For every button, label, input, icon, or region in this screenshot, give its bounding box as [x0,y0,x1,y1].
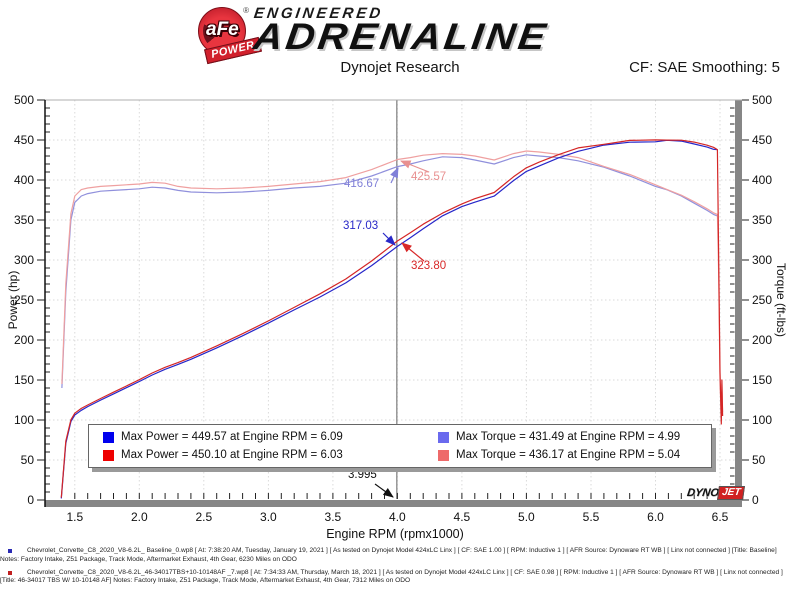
afe-logo-text: aFe [206,19,239,40]
svg-text:350: 350 [14,213,34,227]
svg-text:5.0: 5.0 [518,510,535,524]
svg-text:5.5: 5.5 [583,510,600,524]
legend-column-torque: Max Torque = 431.49 at Engine RPM = 4.99… [428,425,711,467]
svg-text:400: 400 [752,173,772,187]
svg-text:3.0: 3.0 [260,510,277,524]
svg-text:4.0: 4.0 [389,510,406,524]
axis-tick-labels: 1.5 2.0 2.5 3.0 3.5 4.0 4.5 5.0 5.5 6.0 6.5 0 0 50 50 1… [14,93,772,524]
svg-text:200: 200 [14,333,34,347]
legend-item: Max Power = 449.57 at Engine RPM = 6.09 [103,431,428,443]
cursor-rpm-label: 3.995 [348,469,377,481]
svg-text:1.5: 1.5 [66,510,83,524]
svg-text:450: 450 [752,133,772,147]
svg-text:500: 500 [752,93,772,107]
legend-item: Max Torque = 436.17 at Engine RPM = 5.04 [438,449,711,461]
legend-swatch-torque-afe [438,449,449,461]
svg-text:2.5: 2.5 [195,510,212,524]
svg-text:300: 300 [14,253,34,267]
svg-text:300: 300 [752,253,772,267]
callout-torque-baseline: 416.67 [344,178,380,190]
axis-ticks [37,99,749,501]
svg-text:350: 350 [752,213,772,227]
dynojet-logo-dyno: DYNO [686,486,720,499]
brand-wordmark: ENGINEERED ADRENALINE [251,5,551,57]
legend-text: Max Torque = 436.17 at Engine RPM = 5.04 [456,449,681,461]
svg-text:4.5: 4.5 [454,510,471,524]
y-axis-title-torque: Torque (ft-lbs) [774,262,788,338]
svg-text:50: 50 [21,453,35,467]
legend-box: Max Power = 449.57 at Engine RPM = 6.09 … [88,424,712,468]
svg-text:0: 0 [752,493,759,507]
callout-power-baseline: 317.03 [343,220,379,232]
svg-text:250: 250 [14,293,34,307]
svg-text:3.5: 3.5 [325,510,342,524]
footnote-baseline-run: Chevrolet_Corvette_C8_2020_V8-6.2L_ Base… [0,547,795,565]
svg-text:450: 450 [14,133,34,147]
footnote-text: Chevrolet_Corvette_C8_2020_V8-6.2L_46-34… [0,568,783,585]
callout-power-afe: 323.80 [411,260,447,272]
callout-arrow [374,483,394,498]
bullet-icon [8,570,12,575]
chart-title: Dynojet Research [340,59,460,76]
svg-text:6.0: 6.0 [647,510,664,524]
callout-arrow [400,160,430,173]
callout-arrows [374,160,430,498]
dynojet-logo-jet: JET [716,486,746,500]
curve-power-baseline [60,139,718,499]
legend-column-power: Max Power = 449.57 at Engine RPM = 6.09 … [89,425,428,467]
svg-text:150: 150 [752,373,772,387]
bullet-icon [8,549,12,553]
svg-text:100: 100 [14,413,34,427]
legend-item: Max Torque = 431.49 at Engine RPM = 4.99 [438,431,711,443]
svg-text:6.5: 6.5 [712,510,729,524]
smoothing-setting: CF: SAE Smoothing: 5 [629,59,780,76]
callout-arrow [401,242,425,262]
legend-text: Max Power = 449.57 at Engine RPM = 6.09 [121,431,343,443]
svg-text:2.0: 2.0 [131,510,148,524]
svg-text:500: 500 [14,93,34,107]
curve-power-afe [60,139,724,498]
curve-torque-afe [61,150,724,421]
legend-swatch-power-baseline [103,431,114,443]
dynojet-logo: DYNO JET [686,486,746,500]
svg-text:250: 250 [752,293,772,307]
svg-text:150: 150 [14,373,34,387]
dyno-curves [60,139,724,499]
svg-text:50: 50 [752,453,766,467]
x-axis-title: Engine RPM (rpmx1000) [326,527,464,541]
footnote-afe-run: Chevrolet_Corvette_C8_2020_V8-6.2L_46-34… [0,569,795,587]
callout-arrow [382,232,396,246]
run-info-footnotes: Chevrolet_Corvette_C8_2020_V8-6.2L_ Base… [0,547,795,590]
afe-power-logo: aFe ® POWER [198,6,263,65]
svg-text:400: 400 [14,173,34,187]
svg-text:200: 200 [752,333,772,347]
legend-item: Max Power = 450.10 at Engine RPM = 6.03 [103,449,428,461]
brand-line-adrenaline: ADRENALINE [251,16,552,57]
legend-swatch-torque-baseline [438,431,449,443]
callout-arrow [390,167,399,184]
footnote-text: Chevrolet_Corvette_C8_2020_V8-6.2L_ Base… [0,547,777,563]
callout-torque-afe: 425.57 [411,171,447,183]
legend-text: Max Torque = 431.49 at Engine RPM = 4.99 [456,431,681,443]
svg-text:0: 0 [27,493,34,507]
svg-text:100: 100 [752,413,772,427]
curve-torque-baseline [61,154,718,389]
legend-swatch-power-afe [103,449,114,461]
axes-frame [44,99,742,507]
y-axis-title-power: Power (hp) [6,270,20,330]
registered-mark-icon: ® [243,6,249,15]
legend-text: Max Power = 450.10 at Engine RPM = 6.03 [121,449,343,461]
